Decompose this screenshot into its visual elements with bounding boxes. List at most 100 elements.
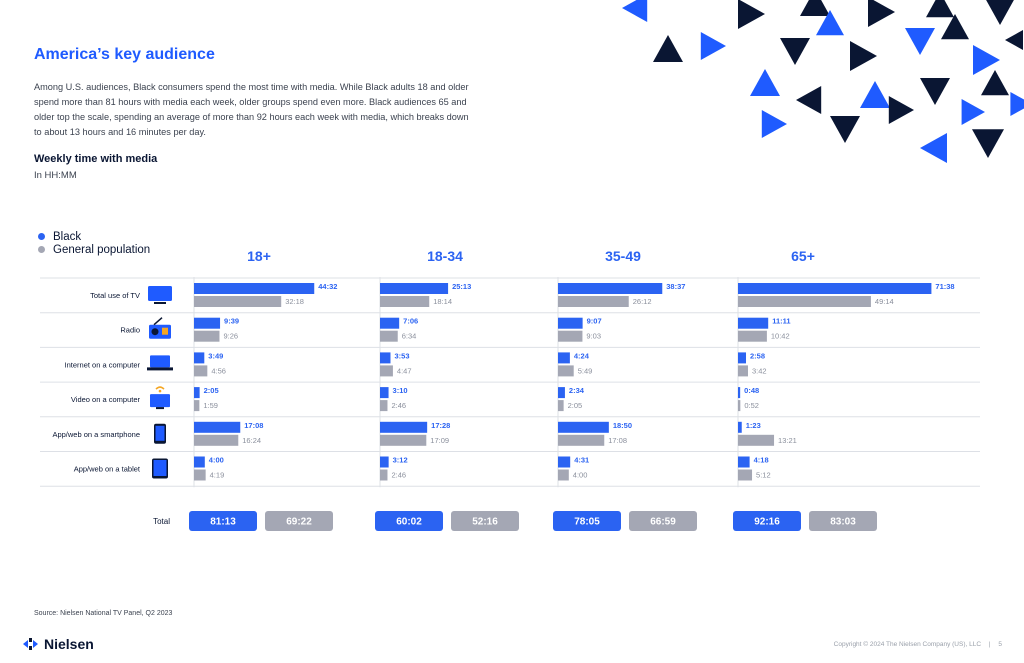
data-label-general: 6:34 xyxy=(402,332,417,341)
intro-paragraph: Among U.S. audiences, Black consumers sp… xyxy=(34,82,469,137)
category-label: App/web on a smartphone xyxy=(52,430,140,439)
bar-general xyxy=(380,296,430,307)
laptop-base xyxy=(147,367,173,371)
nielsen-logo-icon xyxy=(23,638,38,650)
data-label-general: 4:19 xyxy=(210,471,225,480)
tv-screen xyxy=(148,286,172,301)
total-black: 81:13 xyxy=(210,517,236,528)
bar-general xyxy=(738,296,871,307)
data-label-black: 17:08 xyxy=(244,421,263,430)
bar-black xyxy=(558,317,583,329)
bar-general xyxy=(558,296,629,307)
data-label-general: 4:47 xyxy=(397,366,412,375)
tablet-icon xyxy=(152,458,168,479)
bar-black xyxy=(558,387,565,399)
total-pill-black xyxy=(375,511,443,531)
decor-triangle xyxy=(926,0,954,18)
panel-header: 35-49 xyxy=(605,248,641,264)
total-black: 78:05 xyxy=(574,517,600,528)
decor-triangle xyxy=(920,133,947,163)
decor-triangle xyxy=(888,96,914,124)
data-label-black: 2:34 xyxy=(569,386,585,395)
bar-black xyxy=(738,456,750,468)
bar-general xyxy=(558,434,605,446)
decor-triangle xyxy=(622,0,648,22)
legend-label-general: General population xyxy=(53,243,151,256)
radio-icon xyxy=(149,317,171,339)
total-pill-general xyxy=(451,511,519,531)
bar-black xyxy=(380,283,449,294)
bar-black xyxy=(194,317,221,329)
nielsen-logo-text: Nielsen xyxy=(44,636,94,652)
bar-general xyxy=(380,330,398,342)
category-label: Internet on a computer xyxy=(65,360,141,369)
data-label-general: 2:05 xyxy=(568,401,583,410)
decor-triangle xyxy=(973,45,1000,75)
tablet-screen xyxy=(153,460,167,476)
decor-triangle xyxy=(1010,92,1024,116)
total-pill-black xyxy=(733,511,801,531)
data-label-black: 2:05 xyxy=(204,386,219,395)
data-label-general: 4:56 xyxy=(211,366,226,375)
phone-screen xyxy=(155,425,165,441)
bar-black xyxy=(194,456,205,468)
data-label-black: 3:10 xyxy=(393,386,408,395)
data-label-general: 3:42 xyxy=(752,366,767,375)
decor-triangle xyxy=(868,0,895,27)
decor-triangle xyxy=(941,14,969,40)
data-label-general: 0:52 xyxy=(744,401,759,410)
panel-header: 65+ xyxy=(791,248,815,264)
bar-black xyxy=(380,421,428,433)
chart-unit: In HH:MM xyxy=(34,170,77,181)
data-label-black: 44:32 xyxy=(318,282,337,291)
decor-triangle xyxy=(830,116,860,143)
data-label-black: 7:06 xyxy=(403,317,418,326)
data-label-black: 11:11 xyxy=(772,317,790,326)
bar-black xyxy=(380,317,400,329)
copyright-footer: Copyright © 2024 The Nielsen Company (US… xyxy=(834,641,1002,648)
total-general: 83:03 xyxy=(830,517,856,528)
laptop-screen xyxy=(150,355,170,368)
bar-general xyxy=(194,296,282,307)
legend-dot-black xyxy=(38,233,45,240)
video-computer-icon xyxy=(150,386,170,410)
legend-item-black: Black xyxy=(38,230,150,243)
decor-triangle xyxy=(986,0,1014,25)
data-label-general: 17:08 xyxy=(608,436,627,445)
tv-stand xyxy=(154,302,166,304)
data-label-general: 18:14 xyxy=(433,297,452,306)
bar-black xyxy=(194,352,205,364)
data-label-general: 4:00 xyxy=(573,471,588,480)
total-general: 52:16 xyxy=(472,517,498,528)
legend-item-general: General population xyxy=(38,243,150,256)
decor-triangle xyxy=(972,129,1004,158)
data-label-black: 9:07 xyxy=(587,317,602,326)
bar-general xyxy=(194,469,206,481)
smartphone-icon xyxy=(154,423,166,444)
data-label-black: 3:49 xyxy=(208,351,223,360)
decor-triangle xyxy=(816,10,844,36)
data-label-general: 1:59 xyxy=(203,401,218,410)
legend-dot-general xyxy=(38,246,45,253)
decor-triangle xyxy=(796,86,822,114)
total-black: 60:02 xyxy=(396,517,422,528)
data-label-black: 9:39 xyxy=(224,317,239,326)
decor-triangle xyxy=(700,32,726,60)
decor-triangle xyxy=(920,78,950,105)
decor-triangle xyxy=(905,28,935,55)
chart-title: Weekly time with media xyxy=(34,153,158,165)
decor-triangle xyxy=(850,41,877,71)
monitor-screen xyxy=(150,394,170,408)
bar-black xyxy=(738,283,932,294)
radio-dial xyxy=(162,327,168,335)
bar-general xyxy=(738,330,767,342)
total-pill-black xyxy=(553,511,621,531)
wifi-arc xyxy=(155,386,165,390)
footer-divider: | xyxy=(988,641,991,648)
bar-general xyxy=(194,365,208,377)
total-pill-general xyxy=(629,511,697,531)
data-label-black: 38:37 xyxy=(666,282,685,291)
data-label-general: 32:18 xyxy=(285,297,304,306)
bar-black xyxy=(738,421,742,433)
data-label-black: 4:31 xyxy=(574,456,589,465)
